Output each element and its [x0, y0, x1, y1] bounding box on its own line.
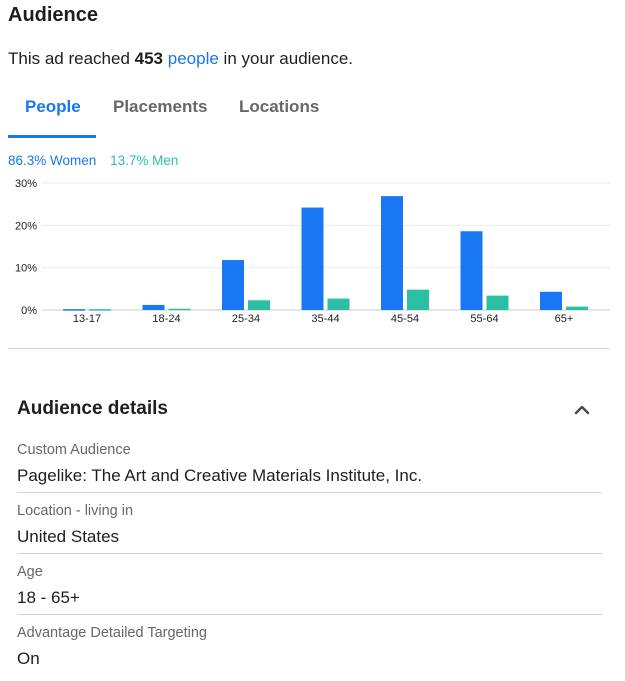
x-tick-label: 35-44 [311, 313, 339, 325]
y-tick-label: 30% [15, 178, 37, 190]
tab-placements[interactable]: Placements [113, 97, 208, 116]
x-tick-label: 55-64 [470, 313, 498, 325]
field-value: Pagelike: The Art and Creative Materials… [17, 466, 423, 485]
field-value: 18 - 65+ [17, 588, 80, 607]
age-gender-bar-chart: 0% 10% 20% 30% 13-17 18-24 25-34 35-44 45-54 55-6… [15, 178, 610, 325]
bar-men [566, 306, 588, 310]
field-location: Location - living in United States [17, 503, 602, 547]
active-tab-indicator [8, 135, 96, 138]
y-tick-label: 10% [15, 263, 37, 275]
reach-count: 453 [134, 49, 164, 68]
people-link[interactable]: people [167, 49, 219, 68]
bar-men [168, 308, 191, 311]
x-tick-label: 18-24 [152, 313, 180, 325]
gender-legend: 86.3% Women 13.7% Men [8, 153, 178, 168]
bar-men [327, 298, 350, 310]
bar-women [142, 304, 165, 310]
x-tick-label: 25-34 [232, 313, 260, 325]
audience-details-title: Audience details [17, 398, 168, 419]
bar-women [222, 260, 244, 310]
bar-women [381, 196, 403, 310]
field-separator [17, 492, 602, 493]
field-label: Location - living in [17, 503, 134, 519]
bar-women [460, 231, 483, 310]
bar-women [63, 309, 85, 311]
bar-men [89, 309, 111, 311]
field-label: Advantage Detailed Targeting [17, 625, 207, 641]
field-separator [17, 614, 602, 615]
reach-summary: This ad reached 453 people in your audie… [8, 49, 353, 69]
field-label: Custom Audience [17, 442, 131, 458]
field-separator [17, 553, 602, 554]
bar-women [301, 207, 324, 310]
y-tick-label: 20% [15, 220, 37, 232]
legend-men: 13.7% Men [110, 153, 179, 168]
field-custom-audience: Custom Audience Pagelike: The Art and Cr… [17, 442, 602, 486]
field-detailed-targeting: Advantage Detailed Targeting On [17, 625, 602, 669]
field-label: Age [17, 564, 43, 580]
bar-men [407, 289, 429, 310]
bar-men [248, 300, 270, 310]
chevron-up-icon[interactable] [572, 400, 592, 420]
bar-men [486, 295, 509, 310]
y-tick-label: 0% [21, 305, 37, 317]
reach-prefix: This ad reached [8, 49, 130, 68]
field-value: On [17, 649, 40, 668]
bar-women [540, 291, 562, 310]
reach-suffix: in your audience. [223, 49, 354, 68]
section-divider [8, 348, 610, 349]
legend-women: 86.3% Women [8, 153, 97, 168]
tab-locations[interactable]: Locations [239, 97, 320, 116]
x-tick-label: 65+ [555, 313, 574, 325]
x-tick-label: 13-17 [73, 313, 101, 325]
field-value: United States [17, 527, 120, 546]
tab-bar: People Placements Locations [8, 88, 610, 138]
field-age: Age 18 - 65+ [17, 564, 602, 608]
tab-people[interactable]: People [25, 97, 81, 116]
x-tick-label: 45-54 [391, 313, 419, 325]
page-title: Audience [8, 4, 99, 26]
